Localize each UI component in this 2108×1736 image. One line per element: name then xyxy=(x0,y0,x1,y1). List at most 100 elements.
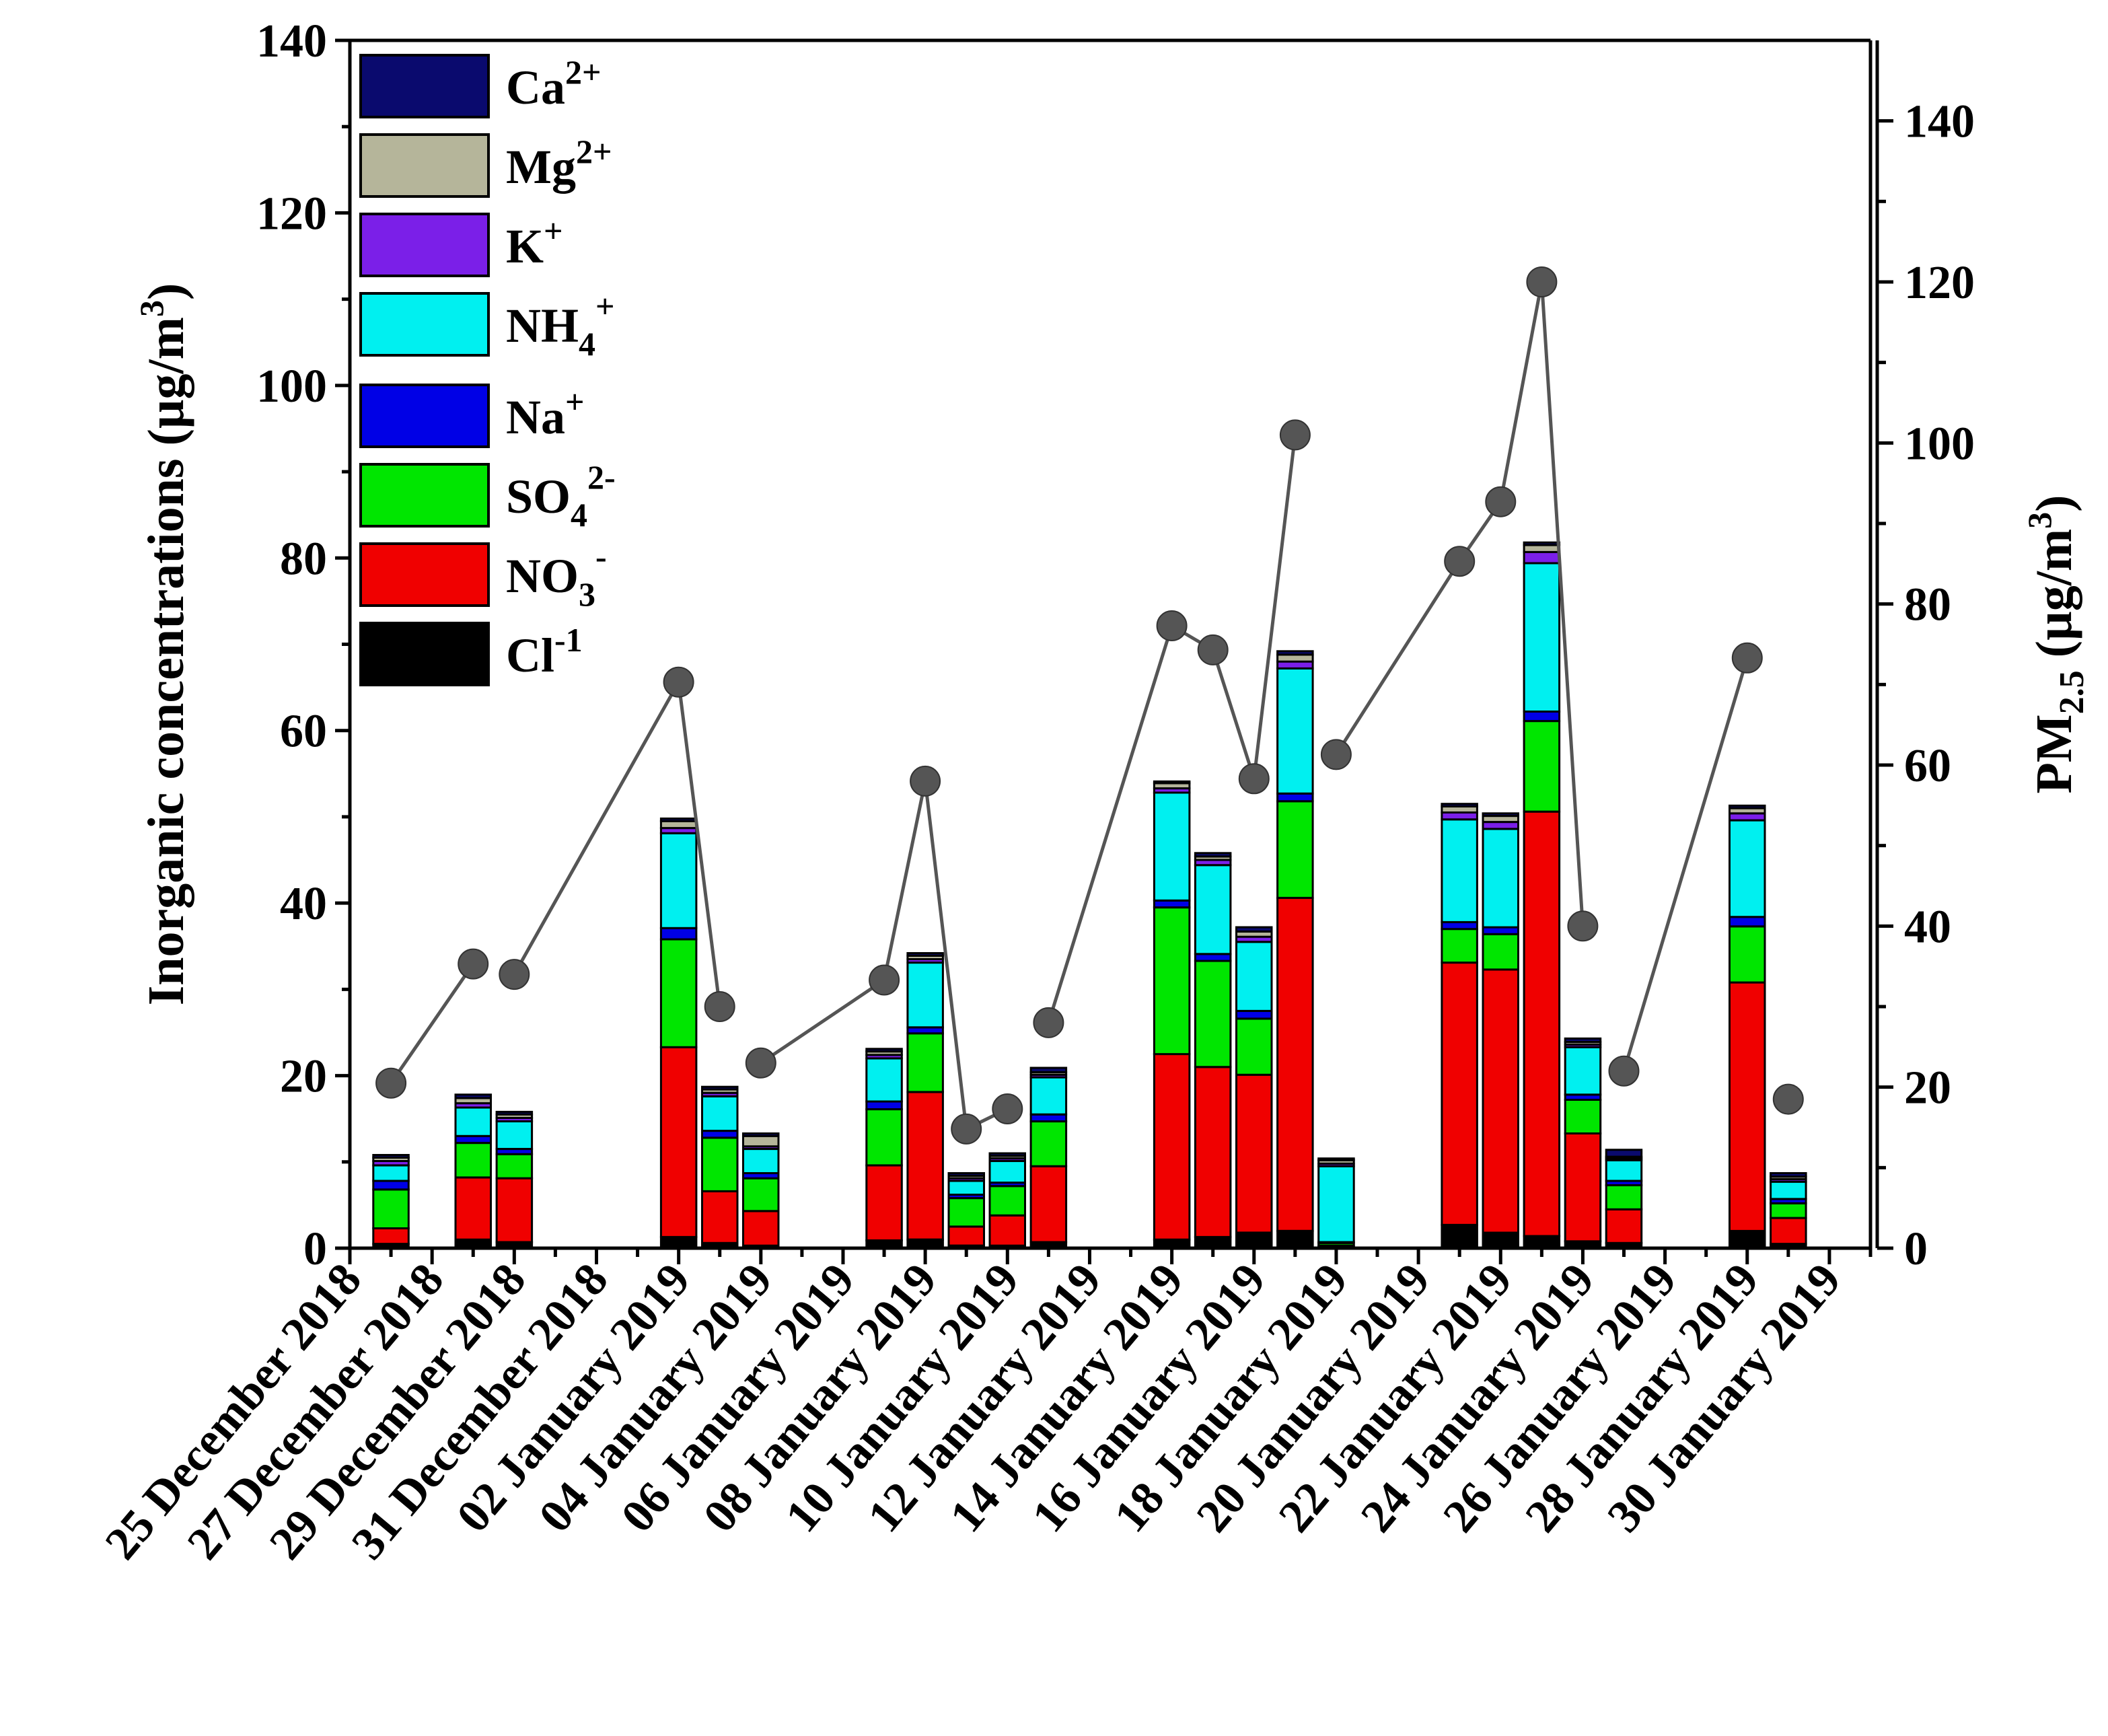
bar-segment-nh4 xyxy=(742,1148,780,1174)
legend-item: Ca2+ xyxy=(359,53,602,118)
pm25-point xyxy=(951,1113,982,1145)
bar-segment-na xyxy=(659,927,698,941)
legend-item: SO42- xyxy=(359,458,616,534)
right-tick-label: 140 xyxy=(1904,96,1975,148)
legend: Ca2+Mg2+K+NH4+Na+SO42-NO3-Cl-1 xyxy=(359,53,616,686)
pm25-point xyxy=(1320,739,1352,770)
bar-segment-cl1 xyxy=(659,1235,698,1250)
legend-item: Mg2+ xyxy=(359,133,612,198)
bar-segment-nh4 xyxy=(1770,1180,1807,1200)
bar-segment-no3 xyxy=(1564,1132,1602,1243)
legend-label-sup: -1 xyxy=(554,621,583,659)
bar-segment-nh4 xyxy=(1441,818,1478,923)
bar-segment-nh4 xyxy=(1153,791,1191,902)
bar-segment-ca2 xyxy=(906,952,944,957)
bar-segment-ca2 xyxy=(1276,650,1314,656)
legend-swatch xyxy=(359,292,490,357)
right-tick-label: 120 xyxy=(1904,257,1975,309)
pm25-line xyxy=(1622,657,1749,1072)
bar-segment-no3 xyxy=(454,1176,492,1241)
bar-segment-so42 xyxy=(1441,928,1478,964)
bar-segment-cl1 xyxy=(1441,1223,1478,1250)
bar-segment-ca2 xyxy=(1564,1037,1602,1044)
legend-item: Na+ xyxy=(359,383,585,448)
right-tick-label: 80 xyxy=(1904,579,1951,631)
legend-label: Mg2+ xyxy=(506,133,612,194)
legend-label-base: NO xyxy=(506,549,579,603)
pm25-point xyxy=(704,991,735,1022)
bar-segment-no3 xyxy=(1482,968,1519,1234)
bar-segment-so42 xyxy=(1029,1120,1068,1167)
pm25-point xyxy=(1772,1083,1804,1115)
bar-segment-so42 xyxy=(742,1177,780,1213)
bar-stack xyxy=(1441,803,1478,1250)
legend-label: K+ xyxy=(506,212,563,273)
bar-segment-so42 xyxy=(1276,800,1314,899)
pm25-point xyxy=(745,1047,776,1079)
left-tick-label: 80 xyxy=(280,533,327,585)
bar-segment-no3 xyxy=(701,1190,739,1244)
legend-item: NO3- xyxy=(359,538,607,613)
right-tick-label: 100 xyxy=(1904,418,1975,470)
bar-segment-so42 xyxy=(906,1032,944,1093)
bar-segment-cl1 xyxy=(1276,1229,1314,1250)
bar-stack xyxy=(454,1093,492,1250)
legend-label: Cl-1 xyxy=(506,621,583,682)
bar-segment-k xyxy=(1482,821,1519,830)
bar-stack xyxy=(1153,780,1191,1250)
bar-segment-ca2 xyxy=(947,1172,985,1177)
right-axis-title-sup: 3 xyxy=(2021,512,2058,529)
bar-segment-ca2 xyxy=(988,1152,1026,1157)
bar-segment-so42 xyxy=(1729,925,1766,984)
plot-area xyxy=(372,266,1807,1250)
legend-label-base: Cl xyxy=(506,628,554,682)
bar-segment-k xyxy=(1441,811,1478,821)
pm25-point xyxy=(375,1067,407,1099)
bar-segment-ca2 xyxy=(742,1132,780,1137)
bar-segment-no3 xyxy=(495,1177,534,1243)
left-tick-label: 20 xyxy=(280,1051,327,1103)
bar-segment-nh4 xyxy=(906,962,944,1029)
bar-segment-ca2 xyxy=(1317,1157,1355,1161)
bar-segment-cl1 xyxy=(1523,1235,1561,1250)
pm25-point xyxy=(1197,634,1229,665)
bar-segment-so42 xyxy=(1235,1017,1273,1076)
bar-segment-ca2 xyxy=(1029,1066,1068,1073)
bar-stack xyxy=(865,1048,903,1250)
pm25-point xyxy=(1526,266,1558,297)
bar-stack xyxy=(372,1154,410,1250)
bar-segment-so42 xyxy=(947,1197,985,1228)
legend-label-base: Na xyxy=(506,390,565,444)
pm25-point xyxy=(869,964,900,996)
pm25-point xyxy=(1731,642,1763,674)
bar-segment-ca2 xyxy=(1441,803,1478,807)
legend-label-base: K xyxy=(506,219,544,273)
pm25-point xyxy=(1279,419,1311,451)
bar-segment-so42 xyxy=(1564,1099,1602,1134)
legend-label: NH4+ xyxy=(506,287,615,363)
bar-segment-no3 xyxy=(742,1210,780,1247)
pm25-point xyxy=(1567,910,1599,942)
bar-segment-na xyxy=(865,1100,903,1110)
bar-segment-nh4 xyxy=(865,1057,903,1103)
bar-segment-na xyxy=(1235,1009,1273,1020)
left-tick-label: 40 xyxy=(280,878,327,930)
legend-swatch xyxy=(359,542,490,607)
legend-item: K+ xyxy=(359,212,563,277)
pm25-point xyxy=(1156,610,1188,641)
bar-segment-no3 xyxy=(372,1227,410,1245)
bar-segment-na xyxy=(1523,711,1561,723)
legend-label-sup: + xyxy=(595,287,615,325)
bar-segment-no3 xyxy=(1029,1165,1068,1243)
left-tick-label: 100 xyxy=(256,361,327,412)
bar-segment-ca2 xyxy=(454,1093,492,1099)
bar-stack xyxy=(906,952,944,1250)
pm25-point xyxy=(1608,1055,1640,1087)
bar-segment-mg2 xyxy=(1276,653,1314,663)
bar-segment-so42 xyxy=(1770,1202,1807,1219)
legend-label: NO3- xyxy=(506,538,607,613)
right-tick-label: 0 xyxy=(1904,1223,1928,1275)
bar-stack xyxy=(1317,1157,1355,1250)
bar-segment-so42 xyxy=(372,1188,410,1230)
bar-segment-na xyxy=(372,1180,410,1191)
